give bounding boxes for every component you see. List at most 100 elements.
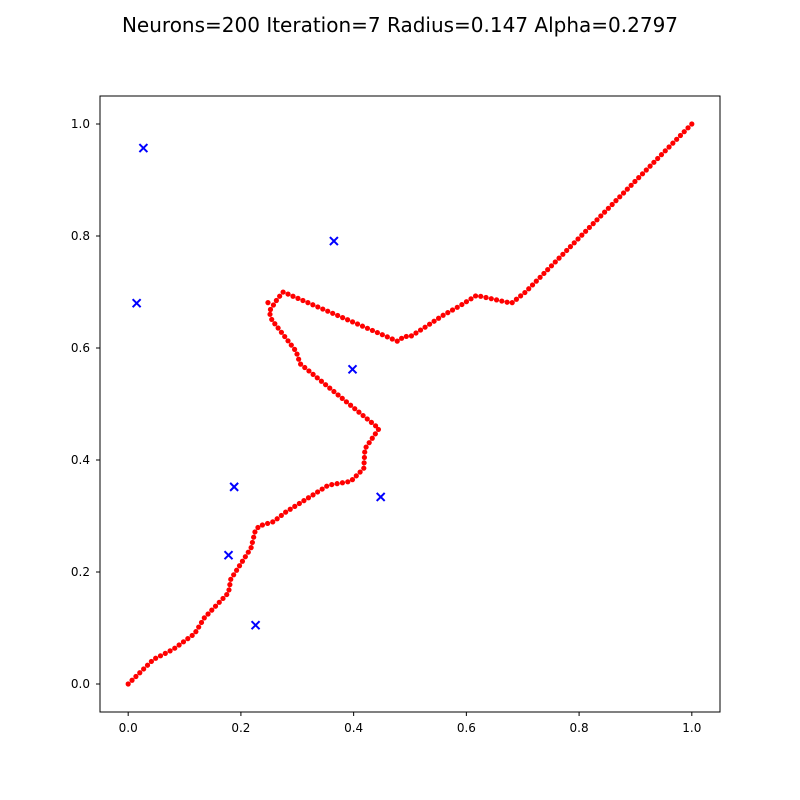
neuron-point — [285, 291, 291, 297]
neuron-point — [347, 402, 354, 408]
neuron-point — [575, 236, 581, 242]
neuron-point — [349, 319, 356, 325]
neuron-point — [153, 655, 159, 661]
neuron-point — [325, 308, 331, 314]
neuron-point — [287, 506, 293, 512]
neuron-point — [264, 520, 271, 527]
neuron-point — [315, 304, 321, 310]
neuron-point — [315, 489, 321, 495]
neuron-point — [274, 516, 280, 522]
neuron-point — [647, 163, 653, 169]
neuron-point — [583, 228, 589, 234]
neuron-point — [300, 297, 306, 304]
neuron-point — [205, 611, 211, 617]
neuron-point — [302, 364, 308, 371]
neuron-point — [518, 293, 524, 299]
neuron-point — [541, 270, 547, 277]
neuron-point — [224, 591, 230, 598]
x-tick-label: 1.0 — [682, 721, 701, 735]
neuron-point — [157, 653, 164, 659]
neuron-point — [209, 607, 215, 613]
neuron-point — [141, 666, 147, 672]
neuron-point — [564, 247, 570, 254]
neuron-point — [643, 167, 649, 173]
neuron-point — [361, 460, 367, 466]
neuron-point — [362, 449, 368, 455]
neuron-point — [231, 572, 237, 578]
neuron-point — [579, 232, 585, 238]
neuron-point — [162, 650, 168, 656]
neuron-point — [327, 385, 333, 391]
neuron-point — [339, 480, 346, 486]
neuron-point — [212, 603, 219, 609]
neuron-point — [248, 545, 254, 551]
neuron-point — [658, 152, 665, 158]
neuron-point — [454, 304, 460, 310]
neuron-point — [560, 251, 566, 257]
neuron-point — [499, 298, 505, 304]
neuron-point — [275, 325, 281, 331]
neuron-point — [305, 300, 311, 306]
neuron-point — [556, 255, 562, 261]
neuron-point — [310, 302, 316, 308]
neuron-point — [198, 619, 205, 626]
y-tick-label: 0.0 — [71, 677, 90, 691]
neuron-point — [384, 334, 390, 340]
neuron-point — [324, 483, 330, 489]
plot-area: 0.0 0.2 0.4 0.6 0.8 1.0 0.0 0.2 0.4 0.6 0.8 1.0 — [71, 117, 701, 735]
neuron-point — [353, 473, 359, 479]
city-marker — [138, 143, 149, 153]
neuron-point — [294, 351, 300, 357]
neuron-point — [417, 327, 424, 333]
neuron-point — [242, 554, 248, 560]
neuron-point — [369, 327, 376, 334]
x-tick-label: 0.6 — [457, 721, 476, 735]
city-marker — [229, 482, 239, 492]
neuron-point — [372, 423, 379, 429]
neuron-point — [357, 469, 363, 475]
neuron-point — [366, 440, 372, 446]
neuron-point — [220, 595, 226, 602]
neuron-point — [689, 121, 695, 127]
neuron-point — [236, 563, 243, 569]
city-marker — [250, 620, 261, 630]
neuron-point — [374, 329, 380, 336]
x-tick-label: 0.8 — [570, 721, 589, 735]
neuron-point — [529, 282, 536, 288]
neuron-point — [285, 338, 291, 344]
neuron-point — [526, 286, 532, 292]
neuron-point — [440, 312, 446, 318]
neuron-point — [296, 500, 302, 507]
neuron-point — [636, 175, 642, 181]
neuron-point — [176, 642, 182, 648]
neuron-point — [282, 333, 288, 340]
neuron-point — [368, 419, 375, 425]
neuron-point — [322, 382, 329, 388]
neuron-point — [259, 522, 266, 528]
neuron-point — [137, 670, 143, 676]
neuron-point — [278, 512, 284, 519]
neuron-point — [335, 392, 341, 398]
neuron-point — [459, 301, 465, 308]
neuron-point — [227, 582, 233, 588]
neuron-point — [269, 316, 275, 323]
neuron-point — [431, 318, 437, 324]
neuron-point — [305, 495, 312, 501]
neuron-point — [478, 293, 484, 299]
neuron-point — [394, 338, 400, 344]
neuron-point — [662, 148, 668, 154]
neuron-point — [270, 519, 276, 525]
neuron-point — [601, 209, 608, 215]
neuron-point — [252, 529, 258, 535]
neuron-point — [363, 444, 369, 450]
y-tick-label: 1.0 — [71, 117, 90, 131]
neuron-point — [345, 479, 351, 485]
neuron-point — [288, 342, 294, 348]
neuron-point — [651, 159, 657, 165]
neuron-point — [283, 509, 289, 515]
neuron-point — [537, 274, 543, 280]
neuron-point — [249, 539, 255, 546]
neuron-point — [375, 426, 382, 433]
neuron-point — [301, 498, 307, 504]
